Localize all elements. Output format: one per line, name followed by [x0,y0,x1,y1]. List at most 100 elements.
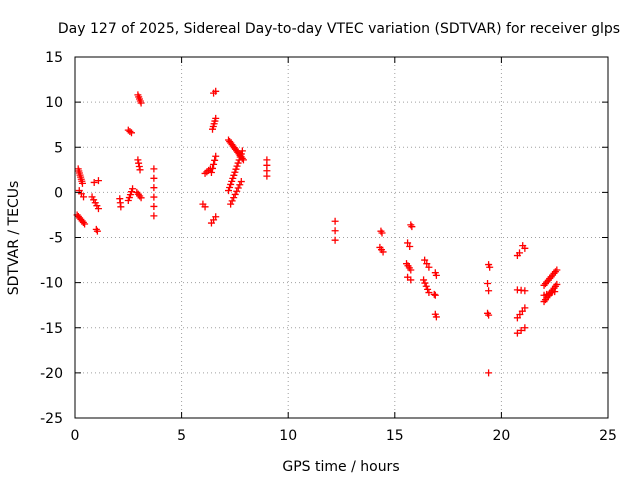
data-point [421,279,429,287]
y-tick-label: -10 [40,276,63,292]
data-point [237,150,245,158]
data-point [238,147,246,155]
data-point [432,271,440,279]
data-point [424,285,432,293]
grid-lines [75,57,608,418]
data-point [127,129,135,137]
data-point [126,127,134,135]
data-point [135,163,143,171]
x-axis-label: GPS time / hours [282,459,399,475]
data-point [408,223,416,231]
data-point [228,177,236,185]
data-point [407,276,415,284]
data-point [212,152,220,160]
data-point [78,179,86,187]
x-tick-label: 10 [279,428,297,444]
data-point [210,160,218,168]
data-point [425,263,433,271]
data-point [150,174,158,182]
data-point [228,197,236,205]
data-point [485,311,493,319]
data-point [420,276,428,284]
data-point [235,156,243,164]
data-point [237,178,245,186]
y-axis-label: SDTVAR / TECUs [6,181,22,296]
x-tick-label: 5 [177,428,186,444]
data-point [150,165,158,173]
data-point [378,229,386,237]
data-point [331,227,339,235]
data-point [233,162,241,170]
data-point [485,369,493,377]
data-point [94,205,102,213]
data-point [432,313,440,321]
y-tick-label: 0 [54,185,63,201]
data-point [263,172,271,180]
data-point [212,87,220,95]
data-point [209,164,217,172]
data-points [73,87,561,377]
data-point [484,280,492,288]
x-tick-label: 15 [386,428,404,444]
data-point [406,243,414,251]
data-point [423,260,431,268]
data-point [150,184,158,192]
data-point [117,203,125,211]
data-point [150,212,158,220]
y-tick-label: 5 [54,140,63,156]
data-point [521,324,529,332]
x-tick-label: 20 [492,428,510,444]
data-point [230,194,238,202]
data-point [207,169,215,177]
data-point [150,193,158,201]
data-point [551,288,559,296]
chart-title: Day 127 of 2025, Sidereal Day-to-day VTE… [58,21,620,37]
data-point [79,218,87,226]
y-tick-label: -15 [40,321,63,337]
data-point [81,220,89,228]
data-point [233,187,241,195]
data-point [553,266,561,274]
data-point [201,203,209,211]
data-point [404,239,412,247]
data-point [553,280,561,288]
data-point [236,153,244,161]
data-point [232,165,240,173]
x-tick-label: 25 [599,428,617,444]
y-tick-label: 10 [45,95,63,111]
data-point [80,193,88,201]
data-point [234,159,242,167]
x-tick-label: 0 [71,428,80,444]
data-point [521,304,529,312]
data-point [227,180,235,188]
data-point [227,200,235,208]
data-point [211,156,219,164]
axis-ticks: 0 5 10 15 20 25 -25 -20 -15 -10 -5 0 5 10 15 [40,50,617,444]
data-point [230,171,238,179]
data-point [422,282,430,290]
data-point [150,202,158,210]
y-tick-label: -25 [40,411,63,427]
data-point [229,174,237,182]
data-point [137,99,145,107]
data-point [135,159,143,167]
data-point [379,248,387,256]
data-point [212,114,220,122]
data-point [212,213,220,221]
y-tick-label: -5 [49,231,63,247]
data-point [431,291,439,299]
data-point [231,190,239,198]
data-point [137,194,145,202]
data-point [331,236,339,244]
data-point [486,263,494,271]
data-point [231,168,239,176]
data-point [407,266,415,274]
data-point [236,181,244,189]
data-point [521,244,529,252]
data-point [234,184,242,192]
data-point [225,187,233,195]
data-point [513,329,521,337]
data-point [90,178,98,186]
data-point [226,184,234,192]
